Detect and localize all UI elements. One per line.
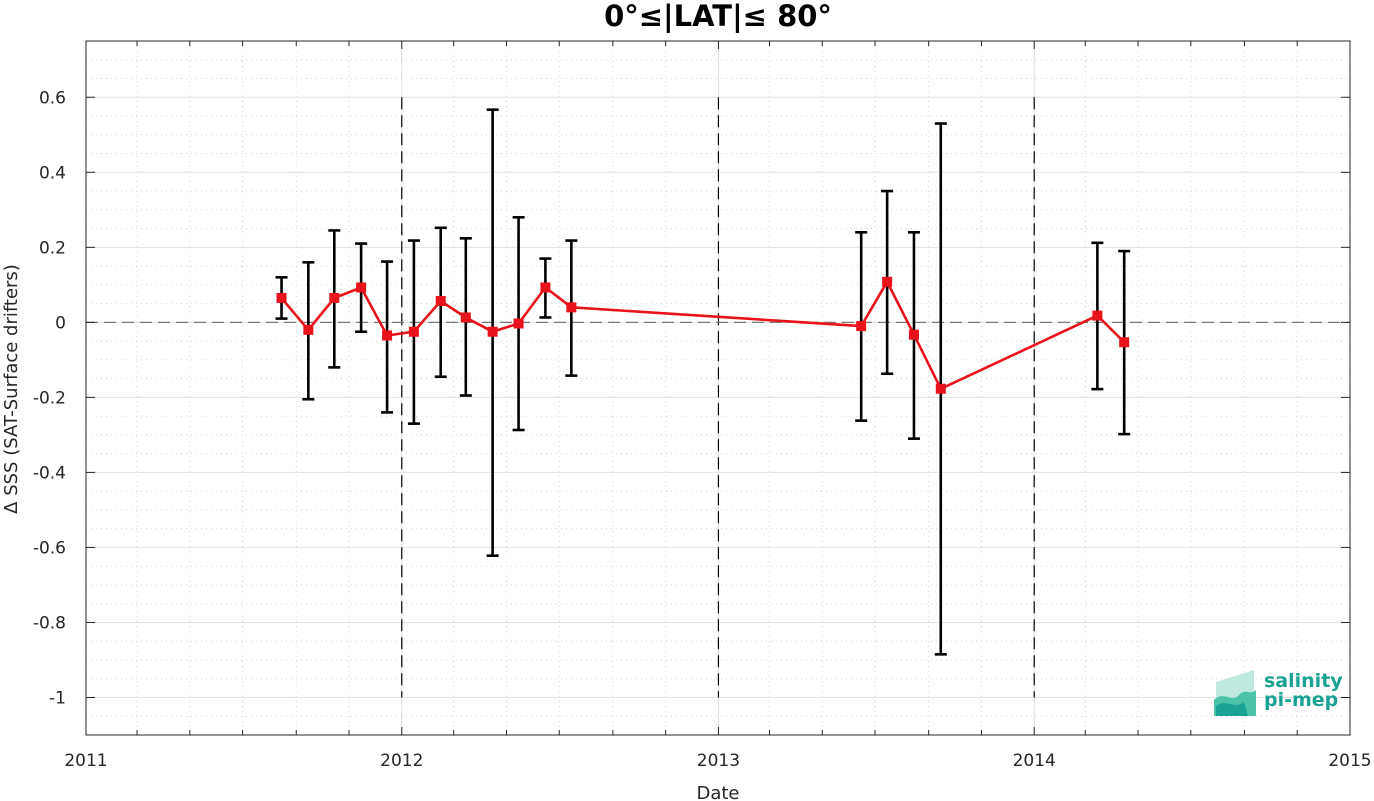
logo-text-line1: salinity	[1264, 670, 1343, 692]
y-tick-label: -0.6	[33, 538, 66, 558]
logo-text-line2: pi-mep	[1264, 689, 1338, 711]
data-point	[908, 329, 919, 340]
data-point	[856, 321, 867, 332]
data-point	[276, 292, 287, 303]
y-tick-label: -0.2	[33, 388, 66, 408]
chart-title: 0°≤|LAT|≤ 80°	[604, 0, 832, 33]
x-tick-label: 2013	[697, 751, 740, 771]
y-axis-label: Δ SSS (SAT-Surface drifters)	[1, 264, 22, 514]
data-point	[487, 326, 498, 337]
y-tick-label: -0.4	[33, 463, 66, 483]
data-point	[303, 324, 314, 335]
data-point	[356, 282, 367, 293]
data-point	[540, 282, 551, 293]
y-tick-label: -0.8	[33, 613, 66, 633]
data-point	[435, 295, 446, 306]
data-point	[566, 302, 577, 313]
data-point	[882, 276, 893, 287]
data-point	[408, 326, 419, 337]
logo-waves-icon	[1214, 670, 1256, 716]
x-tick-label: 2014	[1013, 751, 1056, 771]
axes-frame	[85, 40, 1351, 736]
y-tick-label: 0.4	[39, 163, 66, 183]
data-point	[1119, 337, 1130, 348]
x-axis-label: Date	[696, 783, 739, 801]
x-tick-label: 2012	[380, 751, 423, 771]
data-point	[935, 383, 946, 394]
y-tick-label: -1	[49, 688, 66, 708]
axes-box	[85, 40, 1351, 736]
data-point	[329, 292, 340, 303]
salinity-pi-mep-logo: salinity pi-mep	[1214, 670, 1343, 716]
data-point	[460, 312, 471, 323]
series-markers	[276, 276, 1130, 394]
y-tick-label: 0.2	[39, 238, 66, 258]
data-point	[513, 318, 524, 329]
year-boundary-lines	[401, 97, 1035, 698]
data-point	[382, 330, 393, 341]
y-tick-label: 0	[55, 313, 66, 333]
data-point	[1092, 310, 1103, 321]
x-tick-label: 2011	[64, 751, 107, 771]
y-tick-label: 0.6	[39, 88, 66, 108]
tick-labels: 2011 2012 2013 2014 2015 -1 -0.8 -0.6 -0.4 -0.2 0 0…	[33, 88, 1372, 771]
x-tick-label: 2015	[1328, 751, 1371, 771]
